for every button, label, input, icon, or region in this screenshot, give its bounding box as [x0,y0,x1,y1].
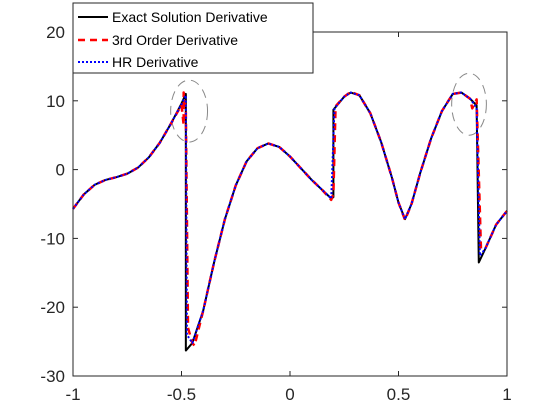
legend-box [72,2,314,74]
x-tick-label: 1 [502,385,511,404]
x-tick-label: -0.5 [167,385,196,404]
y-tick-label: -10 [40,229,65,248]
legend-label-3rd-order: 3rd Order Derivative [112,32,238,48]
axis-ticks: -1 -0.5 0 0.5 1 -30 -20 -10 0 10 20 [40,23,511,404]
y-tick-label: -30 [40,367,65,386]
legend: Exact Solution Derivative 3rd Order Deri… [72,2,314,74]
annotation-layer [170,72,487,143]
highlight-ellipse-1 [170,79,209,143]
hr-line [72,91,508,344]
y-tick-label: 0 [56,161,65,180]
legend-label-hr: HR Derivative [112,54,199,70]
y-tick-label: -20 [40,298,65,317]
y-tick-label: 20 [46,23,65,42]
series-layer [72,90,508,352]
x-tick-label: 0 [285,385,294,404]
y-tick-label: 10 [46,92,65,111]
legend-label-exact: Exact Solution Derivative [112,9,268,25]
x-tick-label: -1 [65,385,80,404]
highlight-ellipse-2 [451,72,487,136]
x-tick-label: 0.5 [387,385,411,404]
